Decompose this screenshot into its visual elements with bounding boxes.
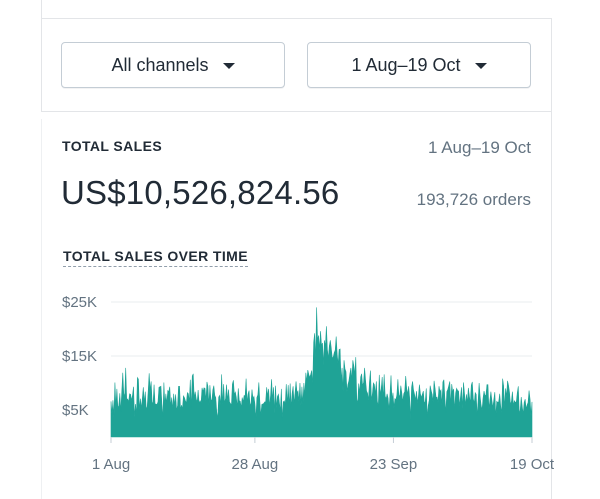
chevron-down-icon [474, 63, 487, 69]
date-range-dropdown[interactable]: 1 Aug–19 Oct [307, 42, 531, 88]
panel-left-border [41, 0, 42, 112]
y-tick-label: $5K [62, 402, 89, 419]
chevron-down-icon [222, 63, 235, 69]
panel-top-border [42, 18, 552, 19]
total-sales-date-range: 1 Aug–19 Oct [427, 138, 531, 157]
y-tick-label: $15K [62, 348, 97, 365]
date-range-dropdown-label: 1 Aug–19 Oct [351, 54, 461, 75]
channels-dropdown[interactable]: All channels [61, 42, 285, 88]
chart-axis-labels: $25K $15K $5K 1 Aug 28 Aug 23 Sep 19 Oct [62, 294, 555, 473]
section-divider [42, 111, 552, 112]
x-tick-label: 23 Sep [370, 456, 418, 473]
sales-over-time-chart: $25K $15K $5K 1 Aug 28 Aug 23 Sep 19 Oct [62, 294, 555, 473]
total-sales-label: TOTAL SALES [62, 138, 163, 154]
sales-area-series [110, 307, 533, 438]
y-tick-label: $25K [62, 294, 97, 311]
x-tick-label: 19 Oct [510, 456, 555, 473]
x-tick-label: 1 Aug [92, 456, 130, 473]
chart-series [110, 307, 533, 438]
orders-count: 193,726 orders [416, 190, 531, 209]
chart-title[interactable]: TOTAL SALES OVER TIME [63, 248, 248, 267]
total-sales-amount: US$10,526,824.56 [61, 174, 340, 211]
x-tick-label: 28 Aug [232, 456, 279, 473]
channels-dropdown-label: All channels [111, 54, 209, 75]
panel-left-border-lower [41, 119, 42, 499]
panel-right-border [551, 18, 552, 499]
